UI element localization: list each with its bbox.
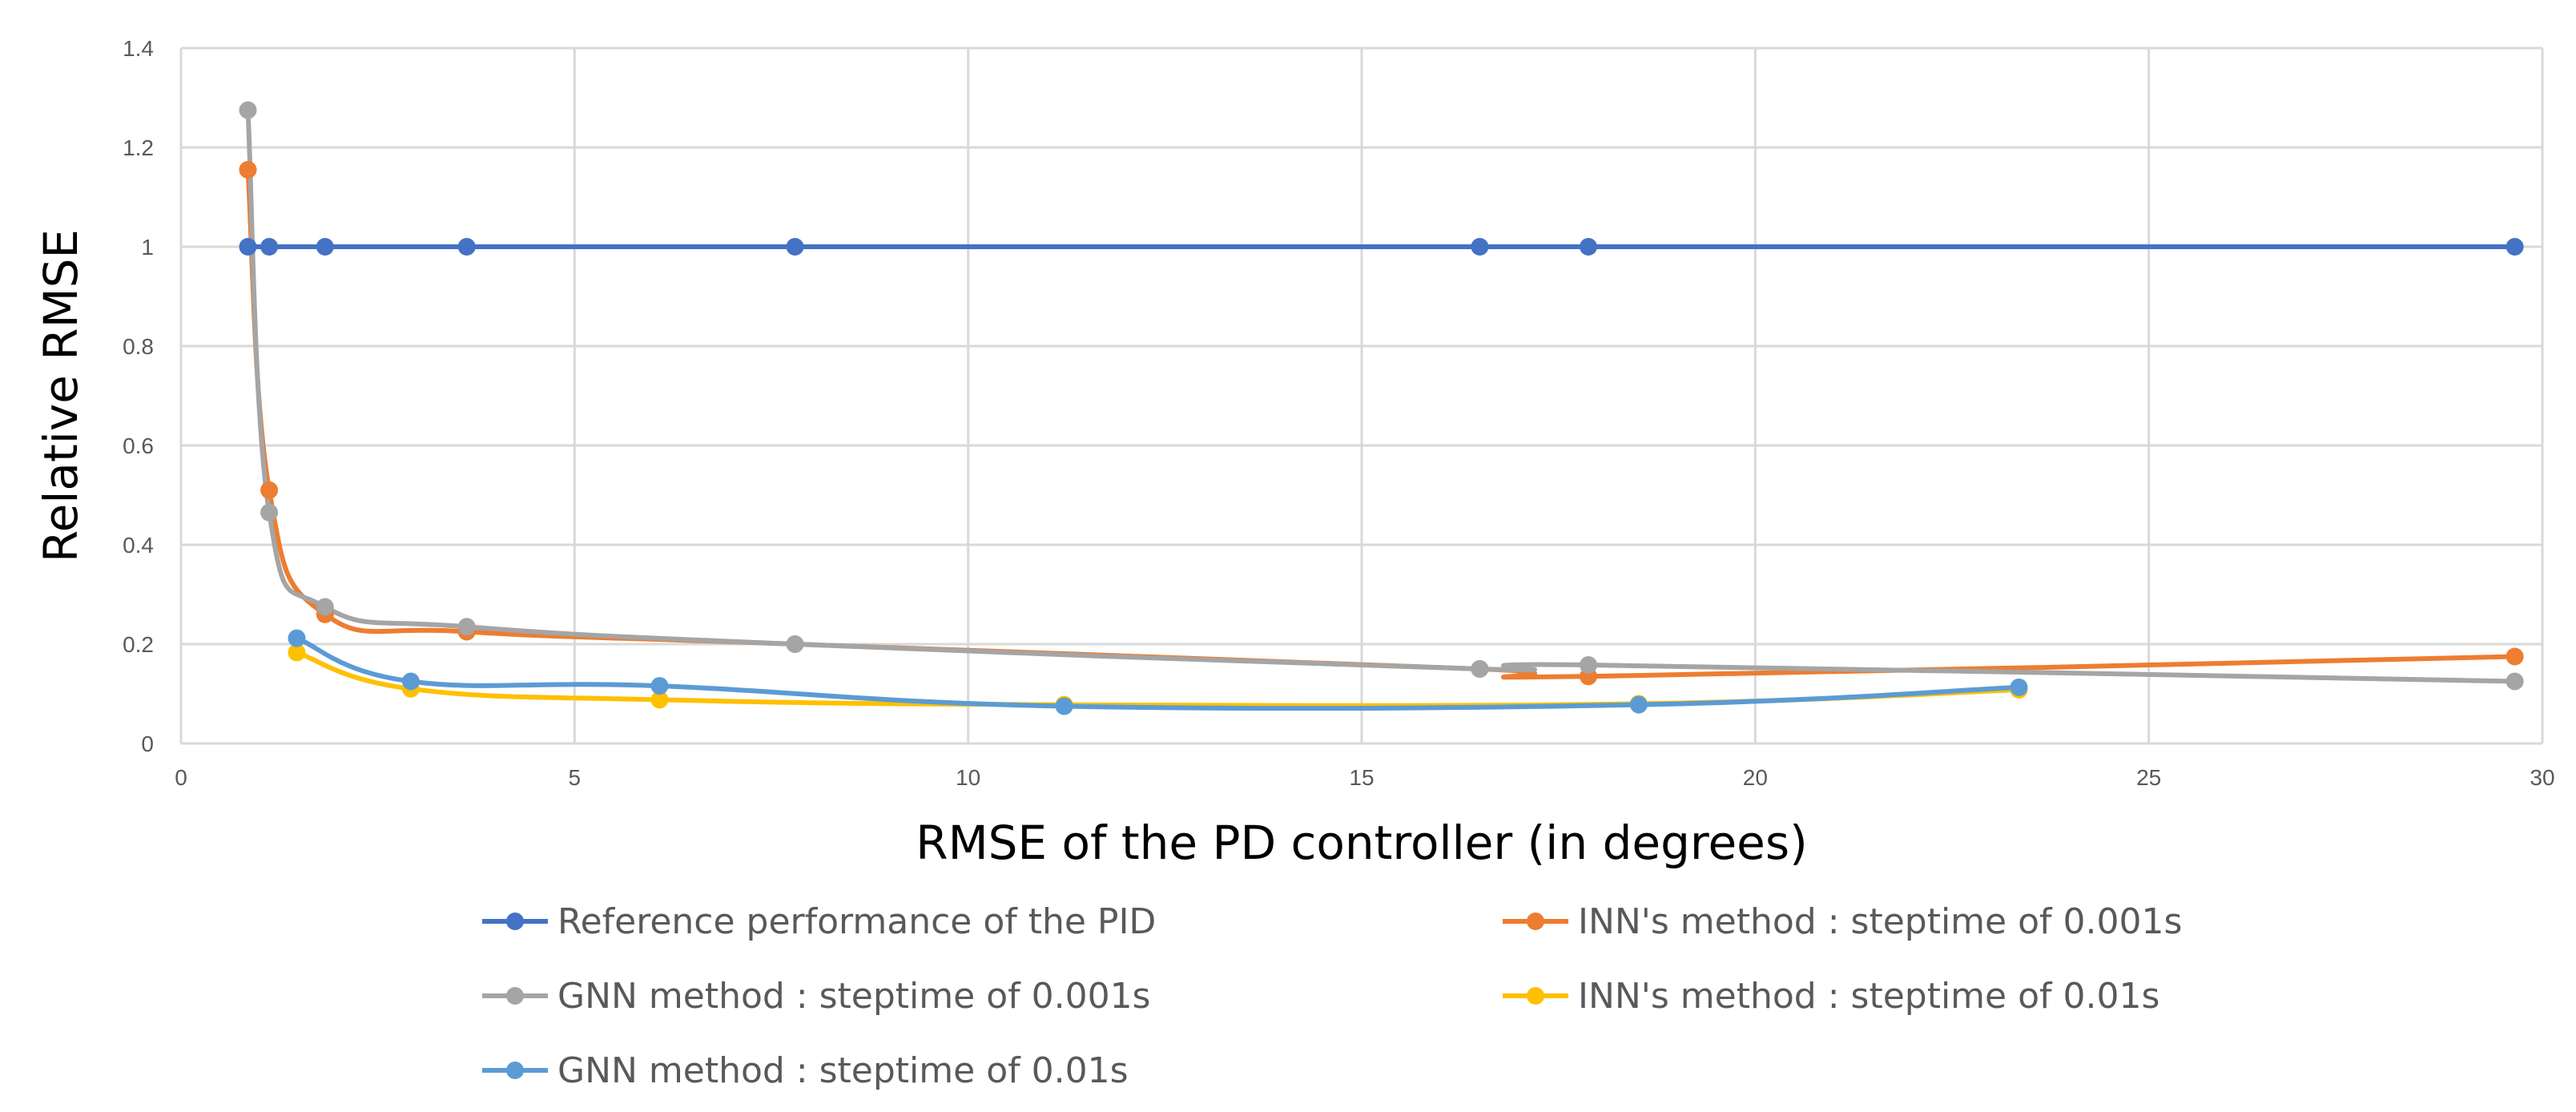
legend-label: GNN method : steptime of 0.01s — [557, 1050, 1129, 1091]
series-line-gnn-method-steptime-of-0-001s — [245, 107, 2518, 684]
x-tick-label: 15 — [1349, 765, 1374, 790]
legend-swatch-marker — [1527, 987, 1544, 1005]
x-tick-label: 0 — [175, 765, 187, 790]
data-point — [786, 635, 804, 653]
legend-label: GNN method : steptime of 0.001s — [557, 976, 1150, 1017]
data-point — [239, 101, 257, 119]
data-point — [2010, 678, 2028, 696]
data-point — [401, 672, 420, 691]
series-line-gnn-method-steptime-of-0-01s — [294, 635, 2022, 711]
data-point — [2506, 672, 2524, 691]
grid — [179, 46, 2544, 745]
data-point — [1580, 238, 1597, 256]
data-point — [288, 629, 306, 647]
data-point — [1471, 238, 1489, 256]
data-point — [457, 238, 476, 256]
data-point — [316, 238, 334, 256]
y-tick-label: 1 — [141, 235, 154, 260]
data-point — [1580, 656, 1597, 674]
y-tick-label: 0.8 — [123, 334, 154, 359]
data-point — [316, 598, 334, 616]
x-axis-title: RMSE of the PD controller (in degrees) — [916, 816, 1807, 870]
x-tick-label: 25 — [2136, 765, 2161, 790]
x-tick-label: 30 — [2530, 765, 2554, 790]
data-point — [2506, 647, 2524, 666]
y-tick-label: 0.4 — [123, 533, 154, 558]
legend-label: INN's method : steptime of 0.01s — [1578, 976, 2159, 1017]
y-tick-label: 0.6 — [123, 433, 154, 458]
data-point — [260, 238, 279, 256]
legend-swatch-marker — [506, 913, 524, 930]
legend-swatch-marker — [506, 987, 524, 1005]
y-tick-label: 0.2 — [123, 632, 154, 657]
series-markers — [239, 101, 2524, 715]
legend: Reference performance of the PID INN's me… — [482, 901, 2182, 1091]
data-point — [1055, 697, 1073, 715]
series-line-inn-s-method-steptime-of-0-01s — [294, 650, 2022, 708]
data-point — [786, 238, 804, 256]
data-point — [1471, 660, 1489, 678]
legend-label: INN's method : steptime of 0.001s — [1578, 901, 2182, 942]
data-point — [650, 691, 669, 709]
legend-swatch-marker — [506, 1062, 524, 1079]
y-tick-label: 1.4 — [123, 36, 154, 61]
x-tick-label: 10 — [956, 765, 980, 790]
y-tick-label: 1.2 — [123, 135, 154, 160]
data-point — [2506, 238, 2524, 256]
x-tick-label: 20 — [1743, 765, 1768, 790]
data-point — [260, 481, 279, 499]
data-point — [650, 677, 669, 695]
y-tick-label: 0 — [141, 731, 154, 756]
y-axis-title: Relative RMSE — [34, 229, 88, 562]
x-tick-label: 5 — [569, 765, 582, 790]
data-point — [288, 643, 306, 662]
legend-swatch-marker — [1527, 913, 1544, 930]
data-point — [239, 160, 257, 179]
legend-label: Reference performance of the PID — [557, 901, 1156, 942]
data-point — [457, 618, 476, 636]
tick-labels: 0 0.2 0.4 0.6 0.8 1 1.2 1.4 0 5 10 15 20 25 30 — [123, 36, 2555, 790]
series-lines — [245, 107, 2518, 711]
data-point — [1629, 695, 1648, 714]
data-point — [260, 503, 279, 522]
data-point — [239, 238, 257, 256]
